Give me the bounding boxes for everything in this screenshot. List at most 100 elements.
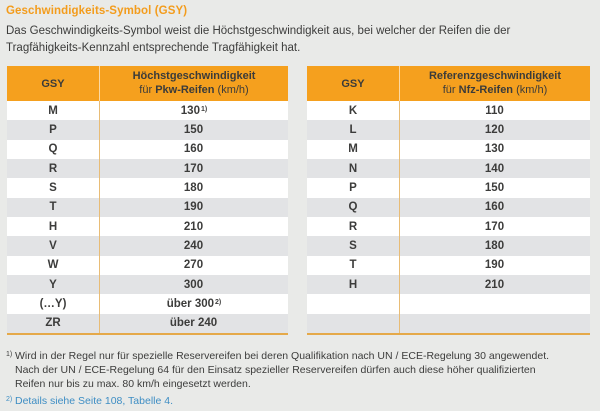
speed-value: über 300 [166, 297, 215, 310]
table-row: M 130 1) [7, 101, 288, 121]
speed-cell: 180 [399, 236, 590, 256]
speed-value: 190 [183, 201, 204, 214]
speed-cell: 150 [399, 178, 590, 198]
intro-paragraph: Das Geschwindigkeits-Symbol weist die Hö… [6, 23, 598, 56]
footnote-1: 1) Wird in der Regel nur für spezielle R… [6, 349, 594, 391]
speed-cell: 190 [399, 255, 590, 275]
pkw-table-body: M 130 1) P 150 Q 160 R 170 S 180 T 190 H … [7, 101, 288, 333]
table-row: W 270 [7, 255, 288, 275]
tables-container: GSY Höchstgeschwindigkeit für Pkw-Reifen… [7, 66, 594, 335]
table-row: K 110 [307, 101, 590, 121]
table-row: Y 300 [7, 274, 288, 295]
gsy-cell: ZR [45, 317, 61, 330]
header-line-1: Referenzgeschwindigkeit [428, 70, 562, 82]
page-title: Geschwindigkeits-Symbol (GSY) [6, 5, 188, 17]
speed-value: 180 [484, 239, 505, 252]
footnote-2-reference-link[interactable]: Details siehe Seite 108, Tabelle 4. [15, 394, 173, 407]
gsy-cell [307, 314, 399, 333]
table-row: P 150 [307, 178, 590, 198]
speed-cell: 180 [99, 178, 288, 198]
footnote-1-line-2: Nach der UN / ECE-Regelung 64 für den Ei… [15, 363, 536, 376]
speed-value: 120 [484, 123, 505, 136]
speed-cell [399, 313, 590, 333]
speed-cell: 300 [99, 274, 288, 295]
speed-value: 160 [183, 143, 204, 156]
table-row: V 240 [7, 236, 288, 256]
gsy-cell: S [349, 239, 357, 252]
speed-cell: 110 [399, 101, 590, 121]
table-row [307, 294, 590, 314]
gsy-cell: L [349, 123, 357, 136]
gsy-cell: M [48, 104, 58, 117]
table-row: L 120 [307, 120, 590, 140]
speed-cell: über 300 2) [99, 294, 288, 314]
speed-cell: 120 [399, 120, 590, 140]
speed-value: 140 [484, 162, 505, 175]
speed-value: 130 [180, 104, 200, 117]
pkw-speed-table: GSY Höchstgeschwindigkeit für Pkw-Reifen… [7, 66, 288, 335]
gsy-cell: (…Y) [39, 297, 67, 310]
table-row: T 190 [307, 255, 590, 275]
speed-value: 300 [183, 278, 204, 291]
speed-value: 130 [484, 143, 505, 156]
footnote-1-line-1: Wird in der Regel nur für spezielle Rese… [15, 349, 550, 362]
speed-value: 170 [484, 220, 505, 233]
speed-cell: 160 [99, 139, 288, 159]
speed-cell: 240 [99, 236, 288, 256]
gsy-cell: N [348, 162, 358, 175]
gsy-cell: K [348, 104, 358, 117]
pkw-table-header: GSY Höchstgeschwindigkeit für Pkw-Reifen… [7, 66, 288, 101]
gsy-cell: R [348, 220, 358, 233]
speed-value: 170 [183, 162, 204, 175]
speed-cell: 270 [99, 255, 288, 275]
footnote-1-line-3: Reifen nur bis zu max. 80 km/h eingesetz… [15, 377, 251, 390]
gsy-column-header: GSY [41, 77, 65, 90]
speed-cell: 170 [399, 216, 590, 237]
gsy-cell: H [48, 220, 58, 233]
footnote-2: 2) Details siehe Seite 108, Tabelle 4. [6, 394, 594, 408]
speed-value: 190 [484, 259, 505, 272]
gsy-cell: T [349, 259, 357, 272]
speed-cell: 210 [399, 274, 590, 295]
gsy-cell: H [348, 278, 358, 291]
table-row: H 210 [307, 274, 590, 295]
speed-cell: 140 [399, 158, 590, 179]
table-row: (…Y) über 300 2) [7, 294, 288, 314]
footnote-1-marker: 1) [6, 350, 13, 358]
speed-cell: 150 [99, 120, 288, 140]
gsy-cell: P [49, 123, 57, 136]
nfz-table-body: K 110 L 120 M 130 N 140 P 150 Q 160 R 17… [307, 101, 590, 333]
speed-value: 110 [485, 104, 504, 117]
table-row: M 130 [307, 139, 590, 159]
nfz-speed-table: GSY Referenzgeschwindigkeit für Nfz-Reif… [307, 66, 590, 335]
gsy-cell: M [348, 143, 358, 156]
header-line-1: Höchstgeschwindigkeit [132, 70, 256, 82]
table-row [307, 313, 590, 333]
gsy-cell: Q [48, 143, 58, 156]
gsy-cell: Q [348, 201, 358, 214]
speed-value: 240 [183, 239, 204, 252]
gsy-cell: S [49, 181, 57, 194]
table-row: N 140 [307, 158, 590, 179]
table-row: S 180 [307, 236, 590, 256]
gsy-cell: T [49, 201, 57, 214]
gsy-column-header: GSY [341, 77, 365, 90]
speed-cell: 130 1) [99, 101, 288, 121]
speed-value: 160 [484, 201, 505, 214]
gsy-cell: Y [49, 278, 57, 291]
speed-value: 150 [484, 181, 505, 194]
speed-cell: 190 [99, 197, 288, 217]
intro-line-2: Tragfähigkeits-Kennzahl entsprechende Tr… [6, 41, 301, 54]
gsy-cell: V [49, 239, 57, 252]
table-row: P 150 [7, 120, 288, 140]
footnote-1-text: Wird in der Regel nur für spezielle Rese… [15, 349, 549, 391]
table-row: T 190 [7, 197, 288, 217]
pkw-speed-column-header: Höchstgeschwindigkeit für Pkw-Reifen (km… [99, 66, 288, 101]
table-row: R 170 [307, 216, 590, 237]
speed-value: über 240 [169, 317, 218, 330]
speed-value: 180 [183, 181, 204, 194]
speed-value: 210 [183, 220, 204, 233]
speed-value: 210 [484, 278, 505, 291]
footnote-2-marker: 2) [6, 395, 13, 403]
